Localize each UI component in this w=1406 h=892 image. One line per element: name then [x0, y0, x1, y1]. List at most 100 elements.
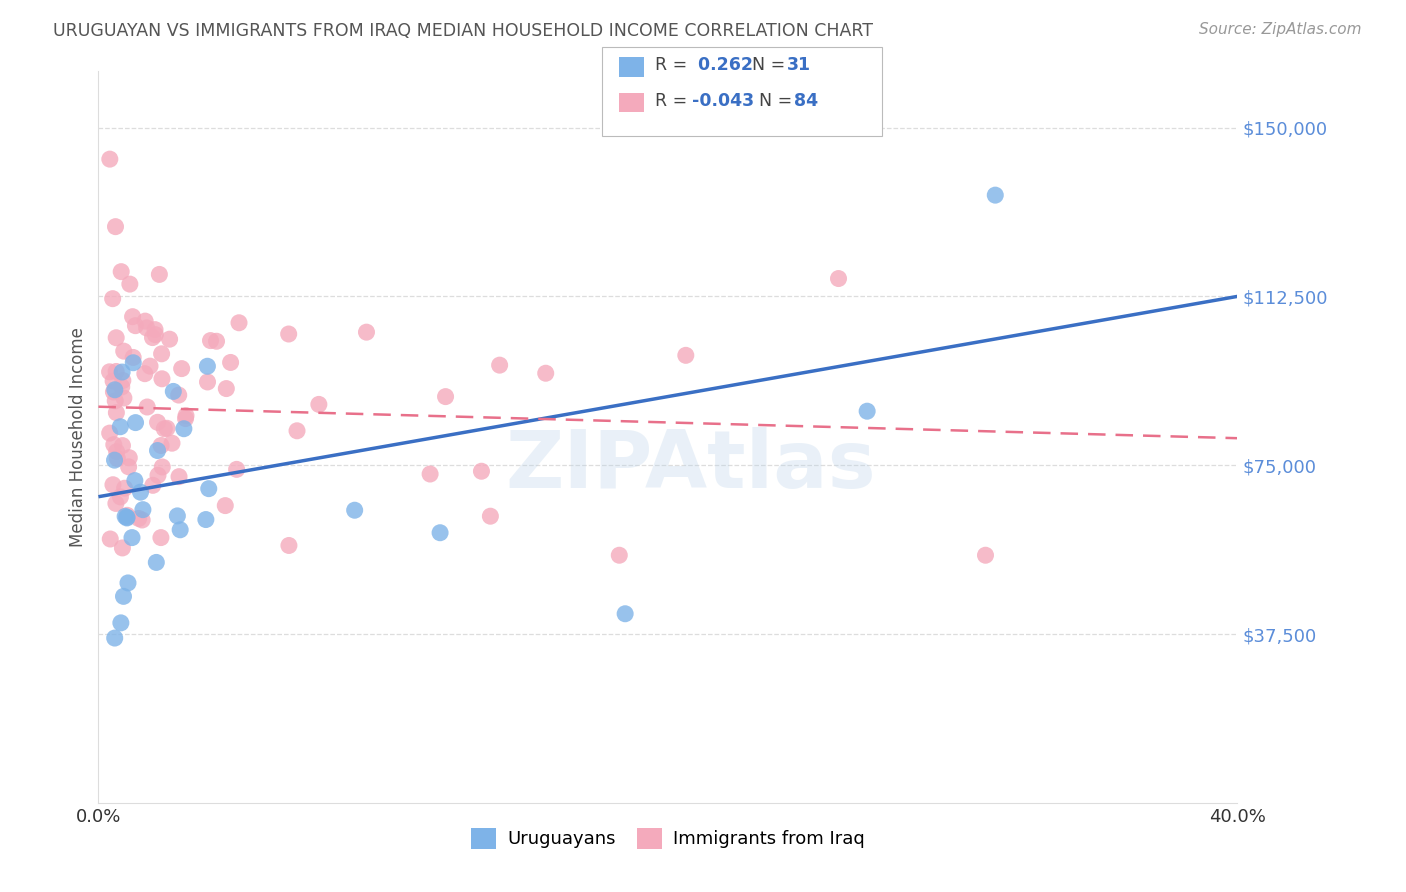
- Point: [105, 331, 128, 345]
- Point: [156, 421, 179, 435]
- Point: [150, 372, 173, 386]
- Point: [115, 510, 138, 524]
- Point: [129, 485, 152, 500]
- Point: [101, 477, 124, 491]
- Point: [110, 419, 132, 434]
- Point: [132, 502, 155, 516]
- Point: [114, 509, 136, 524]
- Point: [121, 531, 143, 545]
- Text: ZIPAtlas: ZIPAtlas: [505, 427, 876, 506]
- Point: [827, 271, 849, 285]
- Point: [148, 268, 170, 282]
- Point: [160, 436, 183, 450]
- Text: R =: R =: [655, 92, 693, 110]
- Point: [101, 374, 124, 388]
- Point: [122, 351, 145, 365]
- Point: [675, 348, 697, 362]
- Point: [159, 332, 181, 346]
- Point: [104, 631, 127, 645]
- Point: [111, 374, 134, 388]
- Point: [134, 367, 156, 381]
- Text: 31: 31: [787, 56, 811, 74]
- Point: [488, 358, 510, 372]
- Point: [112, 590, 135, 604]
- Point: [150, 459, 173, 474]
- Point: [434, 390, 457, 404]
- Point: [115, 508, 138, 523]
- Point: [277, 326, 299, 341]
- Point: [170, 361, 193, 376]
- Point: [101, 292, 124, 306]
- Point: [110, 490, 132, 504]
- Point: [614, 607, 637, 621]
- Point: [225, 462, 247, 476]
- Point: [146, 415, 169, 429]
- Point: [104, 383, 127, 397]
- Point: [149, 531, 172, 545]
- Text: URUGUAYAN VS IMMIGRANTS FROM IRAQ MEDIAN HOUSEHOLD INCOME CORRELATION CHART: URUGUAYAN VS IMMIGRANTS FROM IRAQ MEDIAN…: [53, 22, 873, 40]
- Text: N =: N =: [752, 56, 792, 74]
- Point: [419, 467, 441, 481]
- Point: [219, 355, 242, 369]
- Point: [534, 366, 557, 380]
- Text: 0.262: 0.262: [692, 56, 752, 74]
- Point: [98, 426, 121, 441]
- Point: [98, 365, 121, 379]
- Point: [128, 511, 150, 525]
- Point: [150, 438, 173, 452]
- Text: N =: N =: [759, 92, 799, 110]
- Point: [98, 152, 121, 166]
- Point: [139, 359, 162, 373]
- Point: [115, 511, 138, 525]
- Point: [111, 380, 134, 394]
- Point: [103, 384, 125, 399]
- Point: [105, 364, 128, 378]
- Point: [110, 265, 132, 279]
- Point: [104, 393, 127, 408]
- Point: [111, 541, 134, 555]
- Point: [215, 382, 238, 396]
- Point: [174, 411, 197, 425]
- Point: [479, 509, 502, 524]
- Point: [166, 508, 188, 523]
- Point: [124, 318, 146, 333]
- Point: [214, 499, 236, 513]
- Point: [141, 330, 163, 344]
- Point: [131, 513, 153, 527]
- Text: R =: R =: [655, 56, 693, 74]
- Point: [343, 503, 366, 517]
- Text: 84: 84: [794, 92, 818, 110]
- Point: [105, 451, 128, 466]
- Point: [167, 469, 190, 483]
- Point: [124, 474, 146, 488]
- Point: [104, 496, 127, 510]
- Point: [111, 365, 134, 379]
- Point: [173, 422, 195, 436]
- Point: [145, 556, 167, 570]
- Point: [110, 615, 132, 630]
- Point: [974, 548, 997, 562]
- Point: [174, 409, 197, 423]
- Point: [277, 539, 299, 553]
- Point: [984, 188, 1007, 202]
- Point: [118, 450, 141, 465]
- Point: [143, 323, 166, 337]
- Point: [228, 316, 250, 330]
- Point: [117, 459, 139, 474]
- Point: [200, 334, 222, 348]
- Point: [122, 356, 145, 370]
- Text: Source: ZipAtlas.com: Source: ZipAtlas.com: [1198, 22, 1361, 37]
- Point: [197, 359, 219, 374]
- Point: [136, 400, 159, 414]
- Point: [145, 327, 167, 342]
- Point: [112, 391, 135, 405]
- Point: [169, 523, 191, 537]
- Point: [197, 375, 219, 389]
- Point: [134, 314, 156, 328]
- Point: [146, 443, 169, 458]
- Point: [285, 424, 308, 438]
- Point: [112, 344, 135, 359]
- Point: [470, 464, 492, 478]
- Point: [105, 406, 128, 420]
- Point: [429, 525, 451, 540]
